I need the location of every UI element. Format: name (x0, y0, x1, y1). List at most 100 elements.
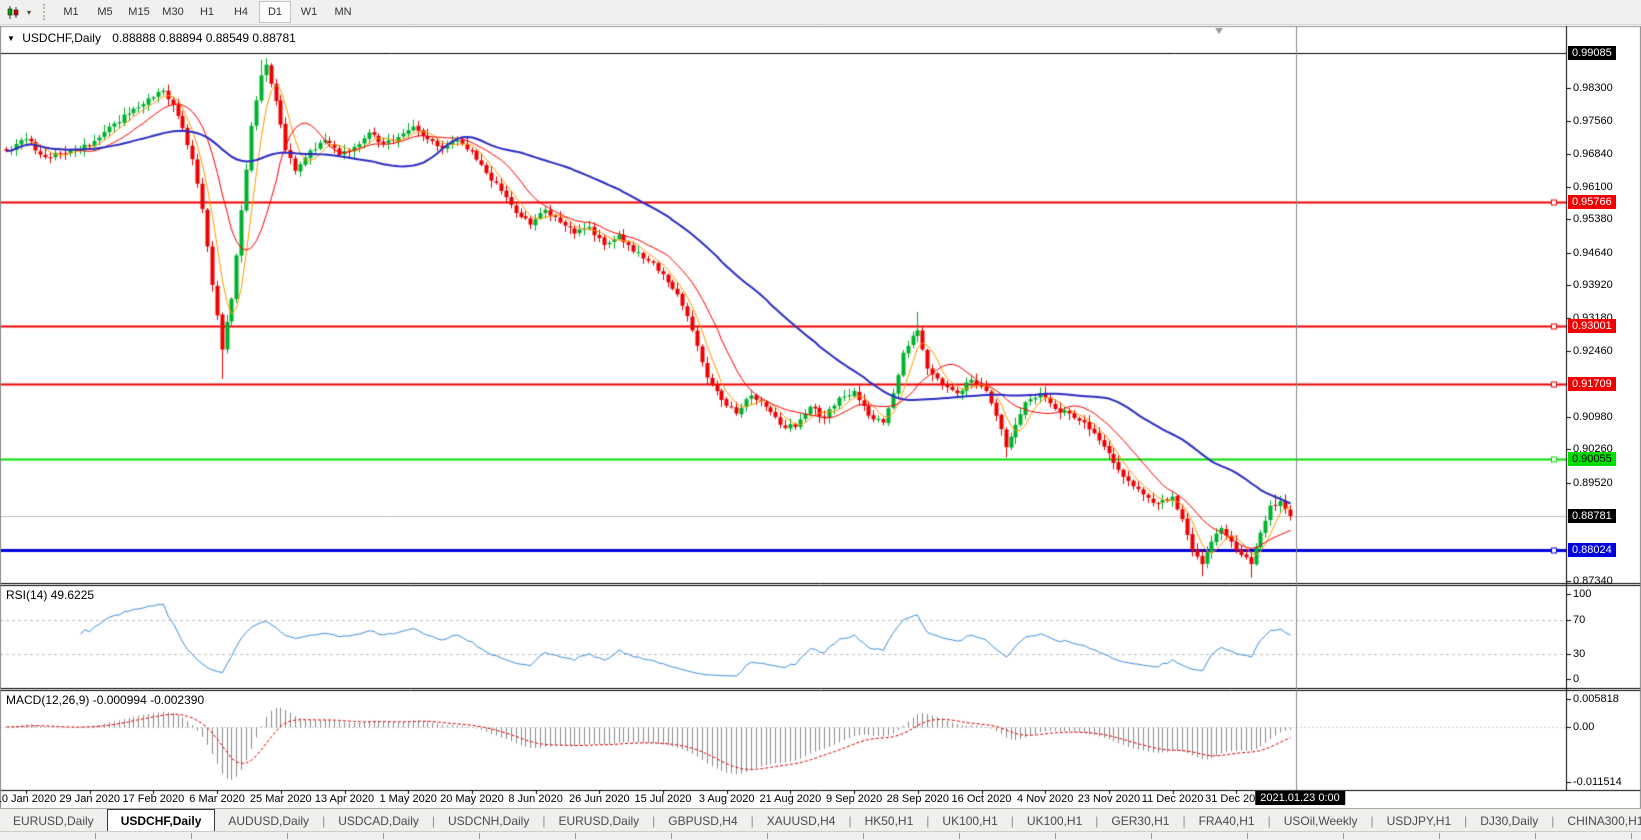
price-line-badge: 0.91709 (1568, 377, 1616, 392)
price-tick-label: 0.87340 (1573, 574, 1613, 587)
chart-tab-bar: EURUSD,Daily USDCHF,Daily AUDUSD,Daily | USD… (0, 808, 1641, 832)
price-line-badge: 0.88781 (1568, 508, 1616, 523)
date-tick-label: 31 Dec 2020 (1205, 793, 1268, 805)
chart-tab-usdcad-daily[interactable]: USDCAD,Daily (338, 814, 419, 828)
chart-tab-usdjpy-h1[interactable]: USDJPY,H1 (1386, 814, 1452, 828)
tab-separator: | (431, 814, 435, 828)
price-tick-label: 0.90980 (1573, 411, 1613, 424)
tab-separator: | (926, 814, 930, 828)
date-tick-label: 9 Sep 2020 (825, 793, 883, 805)
timeframe-button-m5[interactable]: M5 (97, 6, 113, 18)
tab-separator: | (848, 814, 852, 828)
chart-tab-eurusd-daily[interactable]: EURUSD,Daily (13, 814, 94, 828)
tab-separator: | (652, 814, 656, 828)
timeframe-toolbar: M1 M5 M15 M30 H1 H4 D1 W1 MN (55, 1, 361, 23)
chart-tab-usoil-weekly[interactable]: USOil,Weekly (1283, 814, 1358, 828)
rsi-scale-label: 0 (1573, 673, 1580, 685)
timeframe-button-h4[interactable]: H4 (233, 6, 249, 18)
macd-scale-label: 0.005818 (1573, 693, 1619, 705)
collapse-triangle-icon[interactable]: ▼ (7, 34, 15, 43)
date-tick-label: 3 Aug 2020 (698, 793, 755, 805)
tab-separator: | (1464, 814, 1468, 828)
timeframe-button-m15[interactable]: M15 (128, 6, 150, 18)
rsi-scale-label: 30 (1573, 647, 1586, 660)
price-tick-label: 0.89520 (1573, 476, 1613, 489)
timeframe-button-d1[interactable]: D1 (259, 1, 291, 23)
date-tick-label: 17 Feb 2020 (122, 793, 185, 805)
date-tick-label: 23 Nov 2020 (1077, 793, 1141, 805)
tab-separator: | (1095, 814, 1099, 828)
tab-separator: | (1267, 814, 1271, 828)
toolbar-grip[interactable] (43, 4, 49, 20)
macd-indicator-label: MACD(12,26,9) -0.000994 -0.002390 (6, 693, 205, 707)
date-tick-label: 15 Jul 2020 (634, 793, 692, 805)
chart-tab-usdcnh-daily[interactable]: USDCNH,Daily (448, 814, 530, 828)
timeframe-button-m1[interactable]: M1 (63, 6, 79, 18)
price-line-badge: 0.88024 (1568, 542, 1616, 557)
tab-separator: | (750, 814, 754, 828)
price-tick-label: 0.97560 (1573, 115, 1613, 128)
tab-separator: | (1370, 814, 1374, 828)
symbol-timeframe-label: USDCHF,Daily (22, 31, 101, 45)
tab-separator: | (1010, 814, 1014, 828)
crosshair-date-badge: 2021.01.23 0:00 (1255, 791, 1345, 805)
chevron-down-icon[interactable]: ▾ (26, 7, 31, 17)
date-tick-label: 25 Mar 2020 (249, 793, 312, 805)
price-tick-label: 0.94640 (1573, 246, 1613, 259)
date-tick-label: 6 Mar 2020 (189, 793, 245, 805)
chart-tab-gbpusd-h4[interactable]: GBPUSD,H4 (668, 814, 738, 828)
chart-tab-xauusd-h4[interactable]: XAUUSD,H4 (766, 814, 836, 828)
rsi-scale-label: 70 (1573, 613, 1586, 626)
ohlc-values: 0.88888 0.88894 0.88549 0.88781 (112, 31, 296, 45)
chart-tab-uk100-h1[interactable]: UK100,H1 (1026, 814, 1083, 828)
rsi-scale-label: 100 (1573, 588, 1592, 600)
tab-separator: | (542, 814, 546, 828)
timeframe-button-h1[interactable]: H1 (199, 6, 215, 18)
tab-separator: | (1551, 814, 1555, 828)
price-tick-label: 0.92460 (1573, 344, 1613, 357)
chart-tab-dj30-daily[interactable]: DJ30,Daily (1480, 814, 1539, 828)
macd-scale-label: 0.00 (1573, 720, 1595, 733)
date-tick-label: 13 Apr 2020 (314, 793, 375, 805)
timeframe-button-m30[interactable]: M30 (162, 6, 184, 18)
timeframe-button-w1[interactable]: W1 (300, 6, 318, 18)
date-tick-label: 10 Jan 2020 (0, 793, 57, 805)
chart-tab-audusd-daily[interactable]: AUDUSD,Daily (228, 814, 310, 828)
price-tick-label: 0.98300 (1573, 81, 1613, 94)
window-bottom-strip (0, 831, 1641, 840)
chart-title: ▼ USDCHF,Daily 0.88888 0.88894 0.88549 0… (7, 31, 296, 45)
chart-tabs: EURUSD,Daily USDCHF,Daily AUDUSD,Daily | USD… (0, 809, 1641, 832)
price-line-badge: 0.90055 (1568, 451, 1616, 466)
chart-tab-china300-h1[interactable]: CHINA300,H1 (1567, 814, 1641, 828)
tab-separator: | (322, 814, 326, 828)
macd-scale-label: -0.011514 (1573, 776, 1622, 788)
chart-tab-ger30-h1[interactable]: GER30,H1 (1111, 814, 1170, 828)
chart-tab-fra40-h1[interactable]: FRA40,H1 (1198, 814, 1255, 828)
candlestick-icon (7, 5, 18, 19)
rsi-indicator-label: RSI(14) 49.6225 (6, 588, 95, 602)
date-tick-label: 4 Nov 2020 (1017, 793, 1074, 805)
chart-tab-eurusd-daily[interactable]: EURUSD,Daily (558, 814, 640, 828)
price-line-badge: 0.93001 (1568, 319, 1616, 334)
date-tick-label: 28 Sep 2020 (886, 793, 949, 805)
date-tick-label: 16 Oct 2020 (951, 793, 1012, 805)
price-line-badge: 0.95766 (1568, 194, 1616, 209)
price-line-badge: 0.99085 (1568, 45, 1616, 60)
top-toolbar: ▾ M1 M5 M15 M30 H1 H4 D1 W1 MN (0, 0, 1641, 25)
date-tick-label: 20 May 2020 (440, 793, 504, 805)
chart-tab-hk50-h1[interactable]: HK50,H1 (864, 814, 914, 828)
date-tick-label: 1 May 2020 (379, 793, 437, 805)
date-tick-label: 29 Jan 2020 (59, 793, 120, 805)
chart-tab-usdchf-daily[interactable]: USDCHF,Daily (106, 809, 216, 832)
date-tick-label: 11 Dec 2020 (1141, 793, 1204, 805)
tab-separator: | (1182, 814, 1186, 828)
price-tick-label: 0.95380 (1573, 213, 1613, 226)
chart-tab-uk100-h1[interactable]: UK100,H1 (942, 814, 998, 828)
date-tick-label: 26 Jun 2020 (569, 793, 630, 805)
timeframe-button-mn[interactable]: MN (334, 6, 352, 18)
price-tick-label: 0.96100 (1573, 180, 1613, 193)
chart-type-icon[interactable] (3, 3, 23, 21)
price-tick-label: 0.96840 (1573, 147, 1613, 160)
